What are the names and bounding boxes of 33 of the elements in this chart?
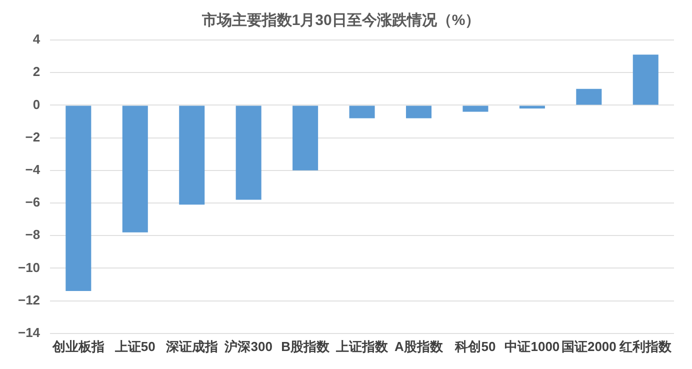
y-tick-label: −14 bbox=[18, 324, 41, 340]
x-tick-label: 上证指数 bbox=[335, 338, 390, 354]
x-tick-label: B股指数 bbox=[281, 338, 330, 354]
bar bbox=[632, 54, 658, 105]
x-tick-label: 沪深300 bbox=[224, 338, 272, 354]
bar bbox=[292, 106, 318, 170]
y-tick-label: −8 bbox=[25, 227, 40, 242]
x-tick-label: 红利指数 bbox=[618, 338, 673, 354]
y-tick-label: 2 bbox=[32, 64, 40, 80]
bar bbox=[519, 106, 545, 108]
x-tick-label: 创业板指 bbox=[51, 338, 104, 354]
y-tick-label: −2 bbox=[25, 129, 40, 144]
x-tick-label: 上证50 bbox=[114, 338, 156, 354]
x-tick-label: 科创50 bbox=[454, 338, 496, 354]
x-tick-label: 国证2000 bbox=[561, 338, 616, 354]
bar bbox=[66, 106, 92, 292]
y-tick-label: −12 bbox=[18, 292, 40, 308]
chart-title: 市场主要指数1月30日至今涨跌情况（%） bbox=[200, 11, 480, 30]
y-tick-label: 4 bbox=[32, 32, 41, 47]
bar bbox=[236, 106, 262, 200]
x-tick-label: 中证1000 bbox=[504, 338, 560, 354]
y-tick-label: −10 bbox=[18, 260, 40, 275]
bar bbox=[462, 106, 488, 112]
bar bbox=[122, 106, 148, 232]
bar bbox=[349, 106, 375, 118]
y-tick-label: −4 bbox=[25, 162, 41, 177]
bar bbox=[406, 106, 432, 118]
x-tick-label: 深证成指 bbox=[164, 338, 218, 354]
y-tick-label: 0 bbox=[32, 96, 40, 112]
bar bbox=[576, 88, 602, 105]
bar bbox=[179, 106, 205, 205]
x-tick-label: A股指数 bbox=[394, 338, 444, 354]
y-tick-label: −6 bbox=[25, 194, 40, 210]
